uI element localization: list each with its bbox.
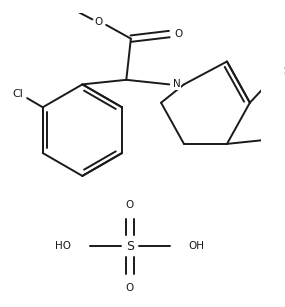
Text: O: O [126,200,134,210]
Text: N: N [173,80,180,89]
Text: O: O [95,17,103,27]
Text: Cl: Cl [13,89,23,99]
Text: O: O [174,29,183,39]
Text: O: O [126,282,134,293]
Text: OH: OH [189,241,205,251]
Text: HO: HO [55,241,71,251]
Text: S: S [126,240,134,253]
Text: S: S [283,66,285,76]
